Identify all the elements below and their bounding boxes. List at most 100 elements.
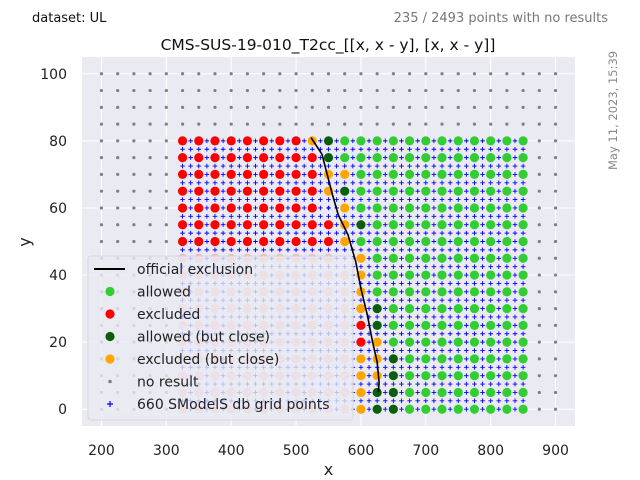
grid-point <box>464 180 469 186</box>
allowed-point <box>388 303 398 314</box>
allowed-point <box>486 253 496 263</box>
grid-point <box>366 364 372 370</box>
grid-point <box>504 364 510 370</box>
no-result-point <box>537 189 541 193</box>
grid-point <box>220 155 226 160</box>
grid-point <box>447 138 453 144</box>
legend-label: official exclusion <box>137 262 253 278</box>
grid-point <box>512 281 518 286</box>
no-result-point <box>116 88 120 93</box>
grid-point <box>415 356 420 362</box>
allowed-point <box>404 371 415 381</box>
grid-point <box>472 197 477 202</box>
grid-point <box>520 331 526 337</box>
excluded-but-close-point <box>356 371 366 381</box>
series-allowed-but-close <box>323 136 398 414</box>
no-result-point <box>553 239 558 244</box>
excluded-point <box>194 153 204 163</box>
no-result-point <box>294 72 298 76</box>
no-result-point <box>213 105 217 109</box>
grid-point <box>399 373 404 378</box>
no-result-point <box>375 122 379 126</box>
grid-point <box>431 188 437 194</box>
no-result-point <box>505 105 509 109</box>
grid-point <box>415 373 420 378</box>
excluded-point <box>194 136 204 146</box>
grid-point <box>220 197 226 202</box>
grid-point <box>269 172 275 177</box>
allowed-point <box>388 203 398 213</box>
no-result-point <box>343 72 347 76</box>
grid-point <box>399 331 404 337</box>
no-result-point <box>440 105 444 109</box>
grid-point <box>455 281 461 286</box>
excluded-but-close-point <box>356 253 366 263</box>
no-result-point <box>537 256 541 260</box>
no-result-point <box>359 88 363 93</box>
no-result-point <box>197 88 201 93</box>
grid-point <box>382 214 388 219</box>
no-result-point <box>164 156 168 160</box>
grid-point <box>366 306 372 311</box>
grid-point <box>496 222 502 228</box>
allowed-point <box>404 220 415 230</box>
grid-point <box>285 180 291 186</box>
grid-point <box>512 306 518 311</box>
excluded-point <box>210 153 220 163</box>
grid-point <box>204 188 210 194</box>
grid-point <box>334 155 339 160</box>
grid-point <box>334 163 339 169</box>
no-result-point <box>245 105 250 109</box>
excluded-point <box>291 186 301 196</box>
grid-point <box>318 247 323 253</box>
grid-point <box>180 163 185 169</box>
grid-point <box>512 163 518 169</box>
grid-point <box>269 138 275 144</box>
grid-point <box>374 348 380 353</box>
excluded-point <box>194 169 204 180</box>
excluded-but-close-point <box>372 337 382 347</box>
legend-label: no result <box>137 375 199 391</box>
grid-point <box>464 289 469 295</box>
allowed-point <box>518 337 528 347</box>
grid-point <box>391 314 396 320</box>
no-result-point <box>148 172 152 177</box>
grid-point <box>261 230 266 236</box>
grid-point <box>520 180 526 186</box>
grid-point <box>285 163 291 169</box>
grid-point <box>285 138 291 144</box>
grid-point <box>326 163 331 169</box>
grid-point <box>464 247 469 253</box>
no-result-point <box>148 105 152 109</box>
allowed-but-close-point <box>340 186 350 196</box>
grid-point <box>431 297 437 303</box>
grid-point <box>220 146 226 152</box>
grid-point <box>220 205 226 211</box>
grid-point <box>358 197 364 202</box>
grid-point <box>447 306 453 311</box>
no-result-point <box>456 105 460 109</box>
grid-point <box>480 163 485 169</box>
grid-point <box>358 364 364 370</box>
no-result-point <box>537 156 541 160</box>
grid-point <box>512 314 518 320</box>
grid-point <box>326 205 331 211</box>
grid-point <box>342 197 348 202</box>
grid-point <box>188 205 193 211</box>
grid-point <box>382 381 388 387</box>
no-result-point <box>116 156 120 160</box>
allowed-point <box>421 136 431 146</box>
grid-point <box>374 297 380 303</box>
grid-point <box>391 247 396 253</box>
grid-point <box>382 331 388 337</box>
grid-point <box>399 264 404 269</box>
grid-point <box>366 390 372 395</box>
no-result-point <box>553 88 558 93</box>
allowed-point <box>421 186 431 196</box>
no-result-point <box>99 189 104 193</box>
grid-point <box>512 138 518 144</box>
grid-point <box>237 138 242 144</box>
no-result-point <box>553 105 558 109</box>
allowed-but-close-point <box>372 404 382 414</box>
grid-point <box>326 214 331 219</box>
